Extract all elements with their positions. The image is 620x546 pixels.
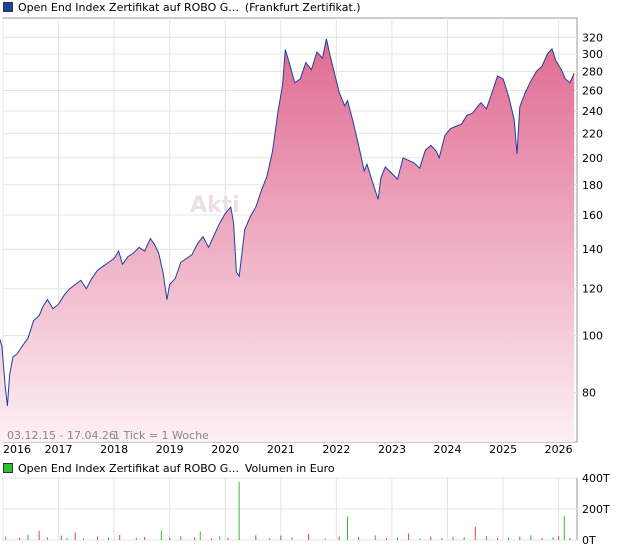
volume-y-axis-labels: 0T 200T 400T	[582, 472, 610, 546]
price-y-tick-label: 200	[582, 152, 603, 165]
x-tick-label: 2026	[545, 443, 573, 456]
volume-legend: Open End Index Zertifikat auf ROBO G... …	[3, 461, 335, 475]
price-area	[0, 38, 575, 442]
x-tick-label: 2025	[489, 443, 517, 456]
price-series-swatch	[3, 2, 13, 12]
x-tick-label: 2023	[378, 443, 406, 456]
price-y-tick-label: 220	[582, 127, 603, 140]
price-legend: Open End Index Zertifikat auf ROBO G... …	[3, 0, 361, 14]
x-tick-label: 2019	[156, 443, 184, 456]
x-axis-labels: 2016 2017 2018 2019 2020 2021 2022 2023 2024 2025…	[3, 443, 573, 456]
price-y-tick-label: 100	[582, 329, 603, 342]
volume-legend-unit: Volumen in Euro	[244, 461, 335, 475]
range-note: 03.12.15 - 17.04.26	[7, 429, 116, 442]
price-y-axis-labels: 80 100 120 140 160 180 200 220 240 260 280 300 320	[582, 31, 603, 399]
price-y-tick-label: 260	[582, 85, 603, 98]
volume-y-tick-label: 0T	[582, 534, 596, 546]
price-y-tick-label: 240	[582, 105, 603, 118]
volume-legend-name: Open End Index Zertifikat auf ROBO G...	[18, 461, 239, 475]
tick-note: 1 Tick = 1 Woche	[113, 429, 209, 442]
x-tick-label: 2022	[322, 443, 350, 456]
volume-y-tick-label: 400T	[582, 472, 610, 485]
price-y-tick-label: 140	[582, 243, 603, 256]
x-tick-label: 2020	[211, 443, 239, 456]
price-legend-name: Open End Index Zertifikat auf ROBO G...	[18, 0, 239, 14]
price-y-tick-label: 180	[582, 179, 603, 192]
x-tick-label: 2017	[45, 443, 73, 456]
volume-series-swatch	[3, 463, 13, 473]
volume-y-tick-label: 200T	[582, 503, 610, 516]
x-tick-label: 2018	[100, 443, 128, 456]
price-y-tick-label: 160	[582, 209, 603, 222]
price-y-tick-label: 320	[582, 31, 603, 44]
volume-grid	[2, 477, 577, 541]
x-tick-label: 2024	[434, 443, 462, 456]
price-y-tick-label: 120	[582, 283, 603, 296]
x-tick-label: 2021	[267, 443, 295, 456]
price-legend-exchange: (Frankfurt Zertifikat.)	[244, 0, 361, 14]
volume-bars	[5, 481, 571, 540]
price-y-tick-label: 80	[582, 387, 596, 400]
price-line	[0, 38, 575, 406]
price-y-tick-label: 300	[582, 48, 603, 61]
price-y-tick-label: 280	[582, 66, 603, 79]
x-tick-label: 2016	[3, 443, 31, 456]
